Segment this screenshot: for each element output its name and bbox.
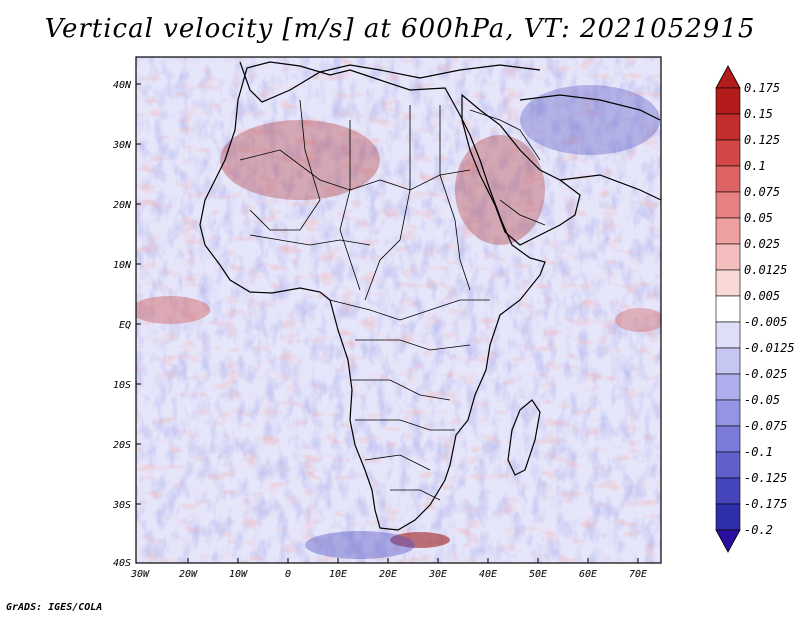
svg-text:40E: 40E [479,569,497,580]
colorbar-label: 0.0125 [744,263,787,277]
svg-text:30E: 30E [428,569,447,580]
colorbar-label: 0.1 [744,159,766,173]
lon-label: 70E [629,558,647,580]
colorbar-label: -0.1 [744,445,773,459]
lon-label: 30E [428,558,447,580]
svg-text:70E: 70E [629,569,647,580]
europe-coastline [239,61,541,103]
map-frame [135,56,662,564]
colorbar-label: -0.025 [744,367,787,381]
svg-text:30W: 30W [130,569,150,580]
lon-label: 0 [285,558,291,580]
lat-label: 40N [113,80,141,91]
colorbar-segment [715,451,741,479]
svg-text:20W: 20W [179,569,198,580]
svg-text:10N: 10N [113,260,132,271]
colorbar-label: -0.075 [744,419,787,433]
colorbar-label: -0.175 [744,497,787,511]
colorbar-segment [715,503,741,531]
colorbar-label: 0.025 [744,237,780,251]
colorbar-segment [715,269,741,297]
colorbar-label: 0.125 [744,133,780,147]
colorbar-bottom-arrow [715,529,741,553]
colorbar-segment [715,347,741,375]
lon-label: 20E [379,558,397,580]
lat-label: 20S [113,440,141,451]
colorbar-segment [715,191,741,219]
colorbar-label: 0.05 [744,211,773,225]
svg-text:10W: 10W [229,569,248,580]
colorbar-label: 0.075 [744,185,780,199]
lon-label: 20W [179,558,198,580]
svg-text:40S: 40S [113,558,131,569]
country-borders [239,99,546,501]
lat-label: 10N [113,260,141,271]
colorbar: 0.175 0.15 0.125 0.1 0.075 0.05 0.025 0.0125 0.0… [715,65,795,553]
svg-text:50E: 50E [529,569,547,580]
svg-text:40N: 40N [113,80,132,91]
colorbar-segment [715,373,741,401]
colorbar-segment [715,477,741,505]
madagascar-coastline [507,399,541,476]
colorbar-label: -0.2 [744,523,773,537]
colorbar-segment [715,139,741,167]
lon-label: 10W [229,558,248,580]
chart-title: Vertical velocity [m/s] at 600hPa, VT: 2… [44,14,756,44]
lon-label: 30W [130,569,150,580]
coastlines [199,61,662,531]
svg-text:60E: 60E [579,569,597,580]
colorbar-label: 0.175 [744,81,780,95]
longitude-axis: 30W 20W 10W 0 10E 20E 30E 40E 50E 60E 70… [130,558,647,580]
lat-label: 30S [112,500,141,511]
lon-label: 40E [479,558,497,580]
lat-label: 10S [113,380,141,391]
colorbar-segment [715,321,741,349]
svg-text:0: 0 [285,569,291,580]
colorbar-segment [715,295,741,323]
lon-label: 10E [329,558,347,580]
lon-label: 60E [579,558,597,580]
colorbar-segment [715,87,741,115]
svg-text:10E: 10E [329,569,347,580]
colorbar-segment [715,217,741,245]
svg-text:20E: 20E [379,569,397,580]
vertical-velocity-field [136,57,661,563]
colorbar-segment [715,399,741,427]
colorbar-label: -0.05 [744,393,780,407]
colorbar-segment [715,243,741,271]
colorbar-label: 0.15 [744,107,773,121]
lat-label: 20N [113,200,141,211]
colorbar-segment [715,425,741,453]
svg-text:20N: 20N [113,200,132,211]
africa-coastline [199,61,546,531]
colorbar-segment [715,113,741,141]
colorbar-segment [715,165,741,193]
latitude-axis: 40N 30N 20N 10N EQ 10S 20S 30S 40S [112,80,141,569]
lat-label: EQ [119,320,141,331]
svg-text:EQ: EQ [119,320,131,331]
colorbar-label: -0.125 [744,471,787,485]
svg-text:10S: 10S [113,380,131,391]
lat-label: 40S [113,558,131,569]
colorbar-top-arrow [715,65,741,89]
svg-text:30N: 30N [112,140,132,151]
colorbar-label: 0.005 [744,289,780,303]
colorbar-label: -0.0125 [744,341,795,355]
lon-label: 50E [529,558,547,580]
colorbar-label: -0.005 [744,315,787,329]
arabia-coastline [461,93,581,246]
lat-label: 30N [112,140,141,151]
svg-text:30S: 30S [112,500,131,511]
svg-text:20S: 20S [113,440,131,451]
iran-coastline [519,94,662,201]
grads-credit: GrADS: IGES/COLA [6,602,103,613]
